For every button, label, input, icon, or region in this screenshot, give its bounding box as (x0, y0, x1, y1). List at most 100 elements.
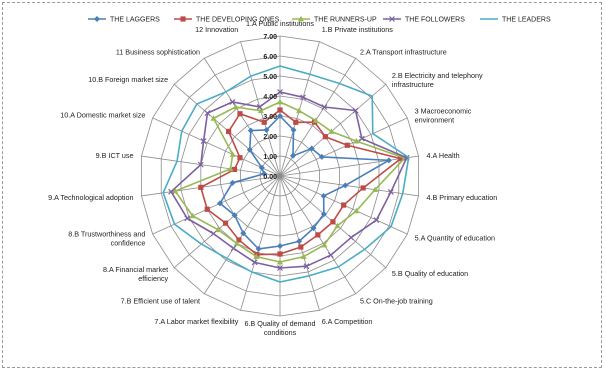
data-point (215, 226, 222, 233)
axis-label: 3 Macroeconomic environment (415, 107, 472, 125)
axis-label: 5.C On-the-job training (360, 297, 433, 306)
data-point (263, 126, 270, 133)
legend-label: THE DEVELOPING ONES (196, 17, 280, 24)
axis-label: 4.A Health (426, 151, 459, 160)
data-point (189, 212, 196, 219)
axis-label: 10.B Foreign market size (88, 75, 168, 84)
data-point (198, 184, 204, 190)
data-point (257, 107, 264, 114)
data-point (227, 165, 234, 172)
legend-label: THE LAGGERS (110, 17, 160, 24)
data-point (200, 138, 207, 145)
data-point (321, 241, 328, 248)
data-point (277, 251, 283, 257)
data-point (232, 103, 239, 110)
data-point (172, 187, 179, 194)
data-point (261, 170, 268, 177)
data-point (308, 145, 315, 152)
data-point (277, 107, 283, 113)
grid-spoke (152, 117, 281, 177)
data-point (229, 151, 236, 157)
data-point (237, 111, 243, 117)
data-point (255, 245, 262, 252)
data-point (318, 153, 325, 160)
data-point (334, 222, 341, 229)
data-point (240, 230, 247, 237)
series-the-developing-ones (198, 107, 404, 258)
data-point (226, 128, 232, 135)
legend-label: THE FOLLOWERS (405, 17, 465, 24)
tick-label: 1.00 (263, 154, 277, 161)
data-point (310, 225, 317, 232)
data-point (342, 182, 349, 189)
series-line (162, 65, 410, 283)
legend-label: THE LEADERS (502, 17, 551, 24)
data-point (233, 240, 240, 246)
data-point (312, 117, 319, 123)
data-point (385, 157, 392, 164)
grid-spoke (141, 155, 281, 177)
axis-label: 9.A Technological adoption (48, 193, 133, 202)
legend-entry: THE LAGGERS (88, 16, 160, 24)
data-point (168, 188, 175, 195)
data-point (387, 189, 394, 195)
data-point (344, 142, 350, 148)
tick-label: 3.00 (263, 114, 277, 121)
tick-label: 6.00 (263, 54, 277, 61)
data-point (231, 212, 238, 219)
data-point (398, 156, 404, 162)
data-point (247, 127, 254, 134)
data-point (320, 210, 327, 217)
series-the-laggers (216, 113, 392, 252)
tick-layer: 0.00 1.00 2.00 3.00 4.00 5.00 6.00 7.00 (263, 34, 277, 181)
data-point (258, 164, 265, 171)
legend: THE LAGGERS THE DEVELOPING ONES THE RUNNER… (88, 15, 551, 24)
tick-label: 7.00 (263, 34, 277, 41)
tick-label: 0.00 (263, 174, 277, 181)
axis-label: 6.A Competition (322, 317, 373, 326)
series-the-runners-up (172, 98, 408, 265)
data-point (293, 119, 299, 125)
axis-label: 1.B Private institutions (322, 25, 394, 34)
data-point (321, 104, 328, 110)
data-point (353, 137, 360, 144)
data-point (330, 219, 336, 225)
axis-label: 12 Innovation (195, 25, 238, 34)
legend-entry: THE FOLLOWERS (383, 16, 465, 24)
tick-label: 2.00 (263, 134, 277, 141)
data-point (290, 126, 297, 133)
data-point (277, 113, 283, 119)
data-point (372, 186, 379, 193)
data-point (216, 200, 223, 207)
data-point (300, 253, 307, 259)
data-point (315, 232, 321, 238)
legend-entry: THE RUNNERS-UP (292, 15, 377, 24)
data-point (277, 89, 283, 95)
axis-label: 7.A Labor market flexibility (154, 317, 238, 326)
axis-label: 10.A Domestic market size (60, 111, 145, 120)
data-point (328, 128, 335, 134)
data-point (251, 259, 258, 266)
data-point (300, 94, 307, 101)
data-point (296, 107, 303, 114)
data-point (253, 253, 260, 259)
data-point (348, 234, 354, 241)
data-point (236, 237, 242, 243)
data-point (360, 185, 366, 191)
series-the-followers (168, 89, 410, 271)
series-the-leaders (162, 65, 410, 283)
data-point (277, 98, 283, 105)
data-point (197, 161, 204, 168)
grid-layer (141, 35, 419, 317)
axis-label: 11 Business sophistication (116, 47, 200, 56)
data-point (231, 166, 238, 173)
data-point (289, 152, 296, 159)
axis-label: 2.B Electricity and telephony infrastruct… (392, 71, 483, 89)
data-point (320, 192, 327, 199)
axis-label: 9.B ICT use (96, 151, 134, 160)
data-point (327, 252, 334, 259)
data-point (352, 107, 359, 114)
data-point (296, 238, 303, 245)
grid-spoke (240, 175, 281, 311)
